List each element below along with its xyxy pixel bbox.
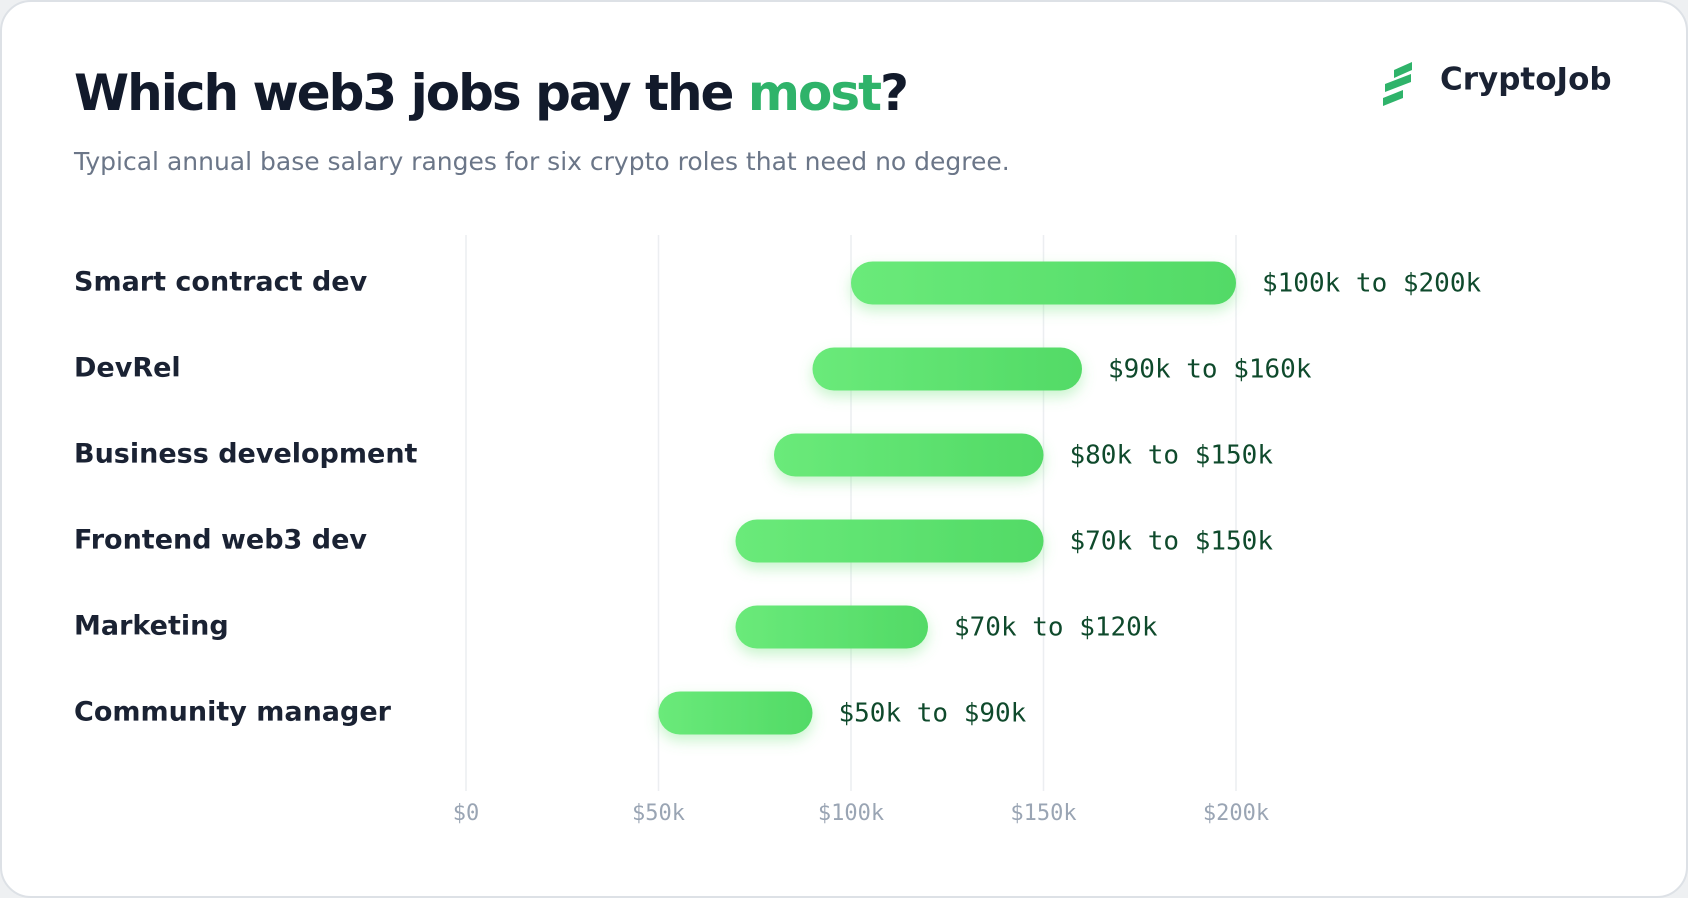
title-part: Which web3 jobs pay the [74,64,748,122]
category-label: Marketing [74,611,229,642]
bar [774,433,1044,477]
title-part: most [748,64,881,122]
value-label: $70k to $150k [1070,527,1274,557]
value-label: $90k to $160k [1108,355,1312,385]
category-label: DevRel [74,353,181,384]
x-tick-label: $100k [818,801,884,826]
value-label: $50k to $90k [839,699,1027,729]
chart-title: Which web3 jobs pay the most? [74,64,907,122]
bar [735,605,928,649]
bar [735,519,1044,563]
bar [658,691,813,735]
brand-logo [1383,62,1412,106]
bar [812,347,1082,391]
category-label: Frontend web3 dev [74,525,367,556]
category-label: Business development [74,439,418,470]
brand-name: CryptoJob [1440,62,1612,98]
value-label: $100k to $200k [1262,269,1481,299]
x-tick-label: $0 [453,801,480,826]
value-label: $80k to $150k [1070,441,1274,471]
category-label: Community manager [74,697,392,728]
x-tick-label: $200k [1203,801,1269,826]
bar [851,261,1236,305]
title-part: ? [880,64,907,122]
category-label: Smart contract dev [74,267,368,298]
chart-subtitle: Typical annual base salary ranges for si… [73,147,1010,176]
value-label: $70k to $120k [954,613,1158,643]
x-tick-label: $150k [1010,801,1076,826]
x-tick-label: $50k [632,801,685,826]
